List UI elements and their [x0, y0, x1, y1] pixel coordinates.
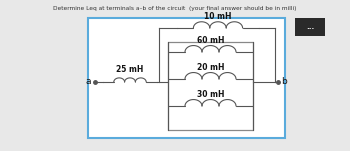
Text: 10 mH: 10 mH — [204, 12, 232, 21]
Bar — [88, 18, 285, 138]
Text: Determine Leq at terminals a–b of the circuit  (your final answer should be in m: Determine Leq at terminals a–b of the ci… — [53, 6, 297, 11]
Text: 60 mH: 60 mH — [197, 36, 224, 45]
Text: 20 mH: 20 mH — [197, 63, 224, 72]
Text: 25 mH: 25 mH — [116, 65, 144, 74]
Bar — [168, 42, 253, 130]
Text: a: a — [85, 77, 91, 87]
Text: b: b — [281, 77, 287, 87]
Text: ...: ... — [306, 24, 314, 30]
Bar — [295, 18, 325, 36]
Text: 30 mH: 30 mH — [197, 90, 224, 99]
